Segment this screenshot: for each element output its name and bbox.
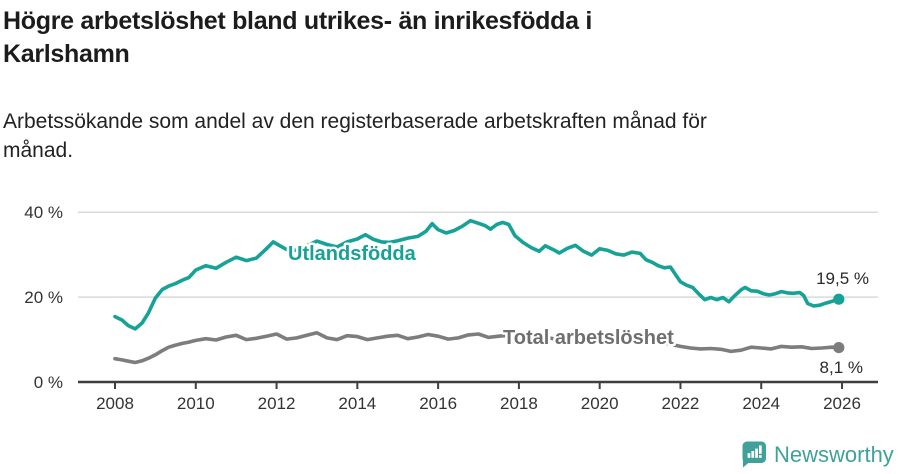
page-title-line-1: Högre arbetslöshet bland utrikes- än inr…	[3, 7, 592, 35]
y-tick-label: 0 %	[34, 373, 63, 392]
x-tick-label: 2010	[177, 394, 215, 413]
x-axis	[78, 380, 878, 389]
chart-subtitle: Arbetssökande som andel av den registerb…	[3, 107, 843, 165]
chart-subtitle-line-2: månad.	[3, 139, 74, 162]
x-tick-label: 2014	[338, 394, 376, 413]
gridlines	[78, 211, 878, 298]
brand-name: Newsworthy	[774, 441, 894, 467]
newsworthy-logo: Newsworthy	[739, 440, 894, 469]
page-title-line-2: Karlshamn	[3, 40, 130, 68]
x-tick-label: 2020	[581, 394, 619, 413]
x-tick-label: 2012	[258, 394, 296, 413]
x-tick-label: 2016	[419, 394, 457, 413]
series-end-value-utlandsfodda: 19,5 %	[816, 269, 869, 288]
bar-chart-speech-bubble-icon	[742, 441, 766, 468]
chart-subtitle-line-1: Arbetssökande som andel av den registerb…	[3, 110, 707, 133]
x-tick-label: 2018	[500, 394, 538, 413]
series-label-utlandsfodda: Utlandsfödda	[288, 243, 417, 265]
series-end-dot-utlandsfodda	[833, 293, 845, 305]
x-tick-label: 2022	[662, 394, 700, 413]
series-end-value-total: 8,1 %	[820, 358, 863, 377]
x-tick-label: 2008	[96, 394, 134, 413]
x-tick-label: 2026	[823, 394, 861, 413]
data-series	[113, 218, 845, 365]
series-line-utlandsfodda	[113, 218, 841, 331]
y-tick-label: 40 %	[24, 203, 63, 222]
page-title: Högre arbetslöshet bland utrikes- än inr…	[3, 5, 803, 71]
series-label-total: Total arbetslöshet	[503, 327, 674, 349]
y-tick-label: 20 %	[24, 288, 63, 307]
x-tick-label: 2024	[742, 394, 780, 413]
series-end-dot-total	[833, 342, 845, 354]
chart-annotations: 0 % 20 % 40 % 2008 2010 2012 2014 2016 2018 2020 2…	[24, 203, 869, 413]
series-line-total	[113, 330, 841, 365]
